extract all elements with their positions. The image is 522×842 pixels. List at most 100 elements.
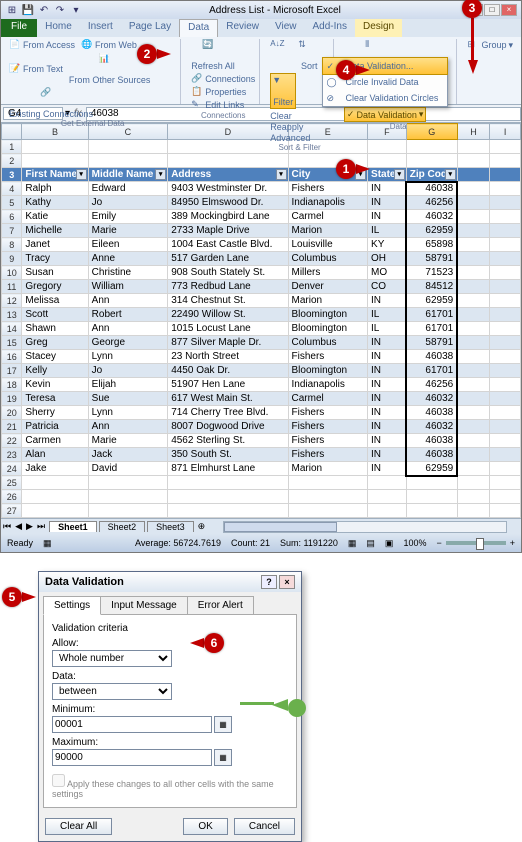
dialog-tab-settings[interactable]: Settings (43, 596, 101, 615)
cell[interactable]: Janet (22, 238, 88, 252)
cell[interactable]: Emily (88, 210, 168, 224)
group-button[interactable]: ⊞Group▾ (467, 39, 513, 51)
cell[interactable]: 773 Redbud Lane (168, 280, 288, 294)
ref-button-min[interactable]: ▦ (214, 716, 232, 733)
cell[interactable]: IN (368, 420, 407, 434)
cell[interactable]: 8007 Dogwood Drive (168, 420, 288, 434)
cell[interactable]: 46032 (406, 392, 457, 406)
cell[interactable]: Jack (88, 448, 168, 462)
row-header[interactable]: 17 (2, 364, 22, 378)
row-header[interactable]: 24 (2, 462, 22, 476)
cell[interactable]: 4562 Sterling St. (168, 434, 288, 448)
from-text-button[interactable]: 📝From Text (9, 53, 63, 85)
cell[interactable]: Edward (88, 182, 168, 196)
cell[interactable]: Patricia (22, 420, 88, 434)
cell[interactable]: 46038 (406, 350, 457, 364)
filter-dropdown-icon[interactable]: ▾ (155, 169, 166, 180)
close-button[interactable]: × (501, 4, 517, 16)
cell[interactable]: 62959 (406, 462, 457, 476)
cell[interactable]: MO (368, 266, 407, 280)
cell[interactable]: Indianapolis (288, 196, 368, 210)
data-validation-button[interactable]: ✓Data Validation▾ (344, 107, 426, 122)
cell[interactable]: Ann (88, 322, 168, 336)
row-header[interactable]: 10 (2, 266, 22, 280)
tab-view[interactable]: View (267, 19, 305, 37)
minimum-input[interactable] (52, 716, 212, 733)
cell[interactable]: Lynn (88, 350, 168, 364)
cell[interactable]: 46032 (406, 210, 457, 224)
cell[interactable]: 65898 (406, 238, 457, 252)
zoom-slider[interactable]: −+ (436, 538, 515, 548)
cell[interactable]: 61701 (406, 364, 457, 378)
row-header[interactable]: 14 (2, 322, 22, 336)
cell[interactable]: 46256 (406, 378, 457, 392)
reapply-button[interactable]: Reapply (270, 122, 310, 132)
row-header[interactable]: 3 (2, 168, 22, 182)
cell[interactable]: Ann (88, 420, 168, 434)
cell[interactable]: Marion (288, 224, 368, 238)
tab-review[interactable]: Review (218, 19, 267, 37)
from-access-button[interactable]: 📄From Access (9, 39, 75, 51)
cell[interactable]: Columbus (288, 252, 368, 266)
quick-access-toolbar[interactable]: ⊞ 💾 ↶ ↷ ▾ (5, 3, 83, 17)
cell[interactable]: 46038 (406, 182, 457, 196)
table-header[interactable]: Address▾ (168, 168, 288, 182)
properties-button[interactable]: 📋Properties (191, 86, 255, 98)
ok-button[interactable]: OK (183, 818, 227, 835)
advanced-button[interactable]: Advanced (270, 133, 310, 143)
cell[interactable]: Ralph (22, 182, 88, 196)
cell[interactable]: Louisville (288, 238, 368, 252)
cell[interactable]: 61701 (406, 308, 457, 322)
cell[interactable]: Robert (88, 308, 168, 322)
tab-data[interactable]: Data (179, 19, 218, 37)
filter-dropdown-icon[interactable]: ▾ (394, 169, 405, 180)
cell[interactable]: Kathy (22, 196, 88, 210)
cell[interactable]: Ann (88, 294, 168, 308)
col-header[interactable]: H (457, 124, 490, 140)
tab-pagelayout[interactable]: Page Lay (121, 19, 179, 37)
cell[interactable]: Jake (22, 462, 88, 476)
cell[interactable]: 517 Garden Lane (168, 252, 288, 266)
cell[interactable]: 1004 East Castle Blvd. (168, 238, 288, 252)
cell[interactable]: Fishers (288, 448, 368, 462)
row-header[interactable]: 9 (2, 252, 22, 266)
save-icon[interactable]: 💾 (21, 3, 35, 17)
cell[interactable]: IN (368, 392, 407, 406)
cell[interactable]: Columbus (288, 336, 368, 350)
cell[interactable]: Sherry (22, 406, 88, 420)
cell[interactable]: 22490 Willow St. (168, 308, 288, 322)
cell[interactable]: William (88, 280, 168, 294)
tab-design[interactable]: Design (355, 19, 402, 37)
cell[interactable]: 9403 Westminster Dr. (168, 182, 288, 196)
cell[interactable]: Lynn (88, 406, 168, 420)
cell[interactable]: Millers (288, 266, 368, 280)
cell[interactable]: Sue (88, 392, 168, 406)
cell[interactable]: Greg (22, 336, 88, 350)
cell[interactable]: IN (368, 336, 407, 350)
cell[interactable]: 46038 (406, 448, 457, 462)
cell[interactable]: OH (368, 252, 407, 266)
cell[interactable]: Fishers (288, 434, 368, 448)
cell[interactable]: Scott (22, 308, 88, 322)
dialog-titlebar[interactable]: Data Validation ? × (39, 572, 301, 592)
cell[interactable]: 23 North Street (168, 350, 288, 364)
row-header[interactable]: 26 (2, 490, 22, 504)
cell[interactable]: 314 Chestnut St. (168, 294, 288, 308)
row-header[interactable]: 27 (2, 504, 22, 518)
cell[interactable]: 84512 (406, 280, 457, 294)
cell[interactable]: Gregory (22, 280, 88, 294)
cell[interactable]: Susan (22, 266, 88, 280)
cell[interactable]: 871 Elmhurst Lane (168, 462, 288, 476)
connections-button[interactable]: 🔗Connections (191, 73, 255, 85)
cell[interactable]: CO (368, 280, 407, 294)
dialog-tab-error-alert[interactable]: Error Alert (187, 596, 254, 615)
cell[interactable]: Marion (288, 294, 368, 308)
clear-button[interactable]: Clear (270, 111, 310, 121)
cell[interactable]: Anne (88, 252, 168, 266)
cell[interactable]: Fishers (288, 406, 368, 420)
tab-addins[interactable]: Add-Ins (305, 19, 355, 37)
dv-menu-item-clear[interactable]: ⊘Clear Validation Circles (323, 90, 447, 106)
cell[interactable]: 51907 Hen Lane (168, 378, 288, 392)
qat-more-icon[interactable]: ▾ (69, 3, 83, 17)
filter-dropdown-icon[interactable]: ▾ (445, 169, 456, 180)
